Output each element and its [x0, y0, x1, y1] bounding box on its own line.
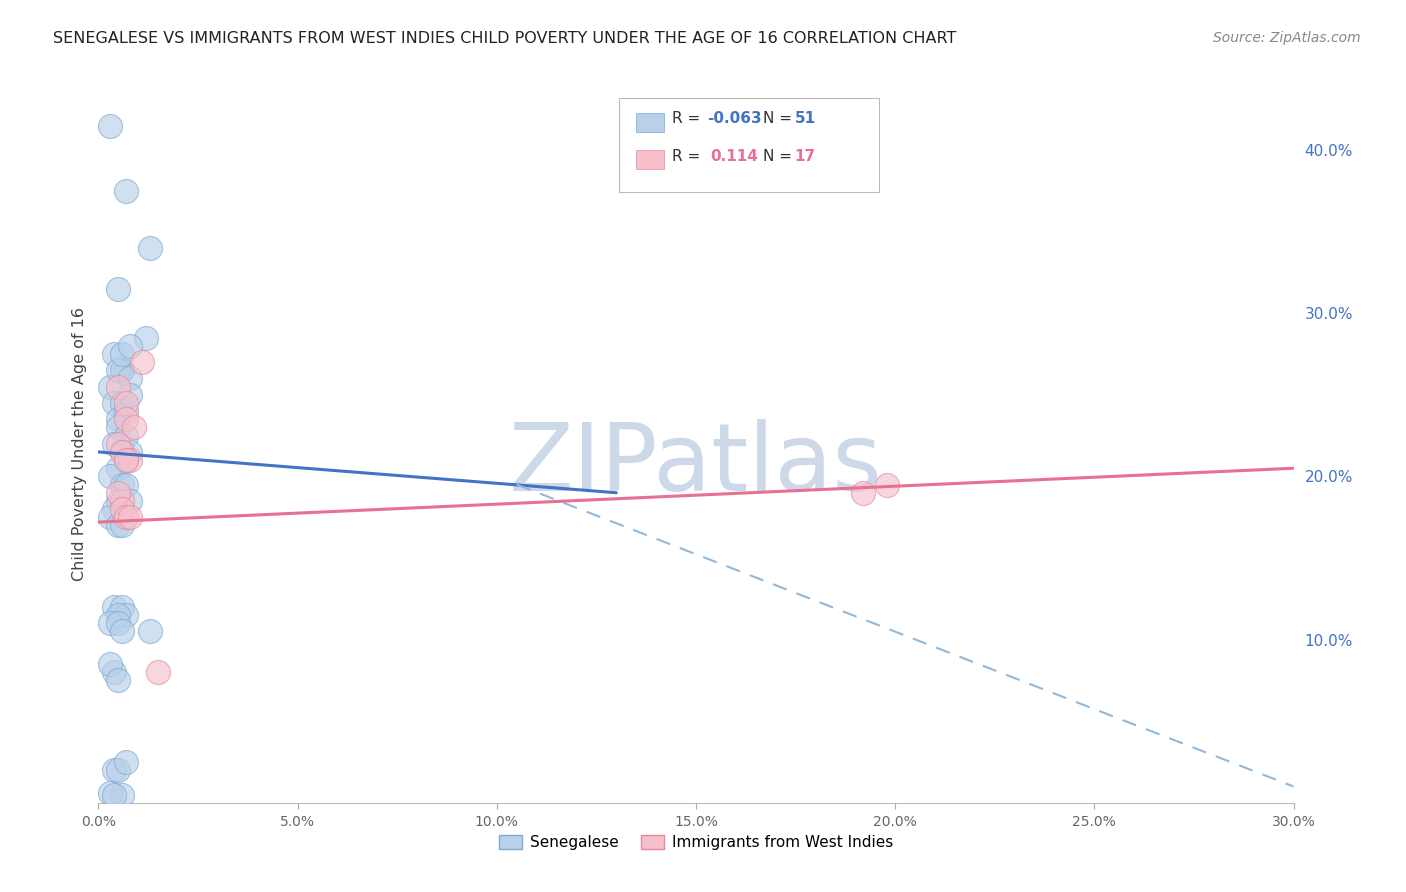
Text: ZIPatlas: ZIPatlas: [509, 419, 883, 511]
Point: [107, 379, 129, 393]
Point: [111, 445, 134, 459]
Point: [111, 788, 134, 802]
Point: [115, 412, 138, 426]
Point: [135, 331, 157, 345]
Point: [107, 420, 129, 434]
Point: [98, 119, 122, 133]
Point: [107, 282, 129, 296]
Point: [107, 412, 129, 426]
Point: [120, 445, 142, 459]
Point: [115, 396, 138, 410]
Point: [111, 445, 134, 459]
Point: [98, 786, 122, 800]
Point: [111, 502, 134, 516]
Point: [107, 461, 129, 475]
Point: [111, 477, 134, 491]
Point: [852, 485, 875, 500]
Text: N =: N =: [763, 112, 797, 126]
Point: [103, 788, 125, 802]
Point: [120, 388, 142, 402]
Point: [98, 510, 122, 524]
Point: [120, 339, 142, 353]
Text: R =: R =: [672, 112, 706, 126]
Point: [98, 616, 122, 631]
Text: SENEGALESE VS IMMIGRANTS FROM WEST INDIES CHILD POVERTY UNDER THE AGE OF 16 CORR: SENEGALESE VS IMMIGRANTS FROM WEST INDIE…: [53, 31, 957, 46]
Point: [124, 420, 146, 434]
Point: [107, 436, 129, 450]
Point: [107, 673, 129, 688]
Text: 0.114: 0.114: [710, 149, 758, 163]
Point: [111, 518, 134, 533]
Point: [107, 494, 129, 508]
Point: [120, 453, 142, 467]
Point: [103, 665, 125, 680]
Point: [103, 502, 125, 516]
Point: [111, 347, 134, 361]
Point: [111, 396, 134, 410]
Point: [115, 404, 138, 418]
Text: N =: N =: [763, 149, 797, 163]
Point: [115, 608, 138, 623]
Point: [876, 477, 898, 491]
Text: Source: ZipAtlas.com: Source: ZipAtlas.com: [1213, 31, 1361, 45]
Text: 17: 17: [794, 149, 815, 163]
Point: [98, 469, 122, 483]
Point: [111, 599, 134, 614]
Point: [120, 510, 142, 524]
Point: [107, 608, 129, 623]
Point: [115, 510, 138, 524]
Point: [148, 665, 170, 680]
Point: [115, 428, 138, 442]
Point: [111, 494, 134, 508]
Legend: Senegalese, Immigrants from West Indies: Senegalese, Immigrants from West Indies: [494, 829, 898, 856]
Point: [107, 616, 129, 631]
Point: [107, 763, 129, 777]
Point: [115, 453, 138, 467]
Point: [98, 657, 122, 671]
Point: [103, 436, 125, 450]
Point: [107, 518, 129, 533]
Point: [107, 485, 129, 500]
Point: [115, 755, 138, 769]
Point: [120, 494, 142, 508]
Point: [103, 396, 125, 410]
Point: [111, 363, 134, 377]
Y-axis label: Child Poverty Under the Age of 16: Child Poverty Under the Age of 16: [72, 307, 87, 581]
Point: [120, 371, 142, 385]
Point: [103, 347, 125, 361]
Point: [111, 624, 134, 639]
Point: [103, 763, 125, 777]
Text: 51: 51: [794, 112, 815, 126]
Text: -0.063: -0.063: [707, 112, 762, 126]
Point: [139, 624, 162, 639]
Point: [111, 363, 134, 377]
Point: [131, 355, 153, 369]
Point: [139, 241, 162, 255]
Point: [98, 379, 122, 393]
Text: R =: R =: [672, 149, 706, 163]
Point: [107, 363, 129, 377]
Point: [115, 477, 138, 491]
Point: [115, 453, 138, 467]
Point: [115, 184, 138, 198]
Point: [103, 599, 125, 614]
